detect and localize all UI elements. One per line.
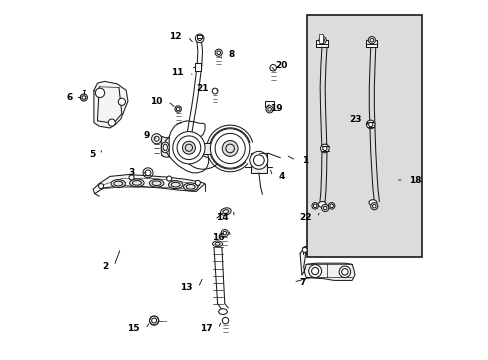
Polygon shape bbox=[93, 175, 204, 194]
Text: 2: 2 bbox=[102, 262, 108, 271]
Ellipse shape bbox=[111, 180, 125, 188]
Circle shape bbox=[212, 88, 218, 94]
Circle shape bbox=[222, 140, 238, 156]
Text: 6: 6 bbox=[66, 93, 72, 102]
Circle shape bbox=[166, 176, 171, 181]
Text: 16: 16 bbox=[212, 233, 224, 242]
Text: 21: 21 bbox=[196, 84, 208, 93]
Bar bbox=[195, 63, 201, 71]
Bar bbox=[197, 35, 202, 39]
Circle shape bbox=[172, 132, 204, 164]
Text: 19: 19 bbox=[270, 104, 283, 113]
Circle shape bbox=[215, 49, 222, 56]
Text: 17: 17 bbox=[199, 324, 212, 333]
Circle shape bbox=[195, 180, 200, 185]
Text: 12: 12 bbox=[169, 32, 182, 41]
Text: 4: 4 bbox=[278, 172, 285, 181]
Bar bbox=[365, 40, 376, 47]
Circle shape bbox=[308, 265, 321, 278]
Circle shape bbox=[129, 175, 134, 180]
Text: 20: 20 bbox=[275, 61, 287, 70]
Text: 9: 9 bbox=[143, 131, 149, 140]
Text: 14: 14 bbox=[215, 213, 228, 222]
Circle shape bbox=[221, 229, 228, 237]
Circle shape bbox=[175, 106, 181, 112]
Circle shape bbox=[249, 151, 267, 169]
Circle shape bbox=[151, 134, 162, 144]
Ellipse shape bbox=[183, 183, 198, 191]
Circle shape bbox=[142, 168, 153, 178]
Text: 3: 3 bbox=[129, 168, 135, 177]
Circle shape bbox=[302, 247, 306, 252]
Circle shape bbox=[339, 266, 350, 278]
Text: 10: 10 bbox=[149, 96, 162, 105]
Text: 13: 13 bbox=[180, 283, 192, 292]
Circle shape bbox=[321, 204, 328, 212]
Ellipse shape bbox=[161, 142, 169, 153]
Text: 15: 15 bbox=[127, 324, 139, 333]
Circle shape bbox=[320, 144, 328, 153]
Circle shape bbox=[99, 184, 103, 189]
Text: 1: 1 bbox=[301, 156, 307, 165]
Circle shape bbox=[328, 203, 334, 209]
Circle shape bbox=[222, 318, 228, 324]
Polygon shape bbox=[300, 249, 354, 280]
Text: 7: 7 bbox=[298, 278, 305, 287]
Polygon shape bbox=[94, 81, 128, 128]
Bar bbox=[250, 153, 266, 173]
Circle shape bbox=[265, 106, 273, 113]
Circle shape bbox=[95, 88, 104, 98]
Polygon shape bbox=[161, 136, 169, 157]
Circle shape bbox=[80, 94, 87, 101]
Text: 8: 8 bbox=[228, 50, 234, 59]
Ellipse shape bbox=[212, 241, 222, 247]
Circle shape bbox=[118, 98, 125, 105]
Bar bbox=[316, 40, 327, 47]
Ellipse shape bbox=[129, 179, 144, 187]
Text: 18: 18 bbox=[408, 176, 421, 185]
Ellipse shape bbox=[168, 181, 183, 189]
Circle shape bbox=[195, 34, 203, 42]
Bar bbox=[319, 34, 322, 43]
Circle shape bbox=[367, 37, 375, 44]
Text: 23: 23 bbox=[349, 114, 362, 123]
Bar bbox=[306, 15, 421, 257]
Text: 11: 11 bbox=[171, 68, 183, 77]
Ellipse shape bbox=[218, 309, 227, 315]
Text: 5: 5 bbox=[89, 150, 96, 159]
Circle shape bbox=[149, 316, 159, 325]
Ellipse shape bbox=[220, 208, 231, 215]
Circle shape bbox=[269, 64, 276, 71]
Circle shape bbox=[210, 129, 249, 168]
Circle shape bbox=[108, 119, 115, 126]
Circle shape bbox=[182, 141, 195, 154]
Circle shape bbox=[370, 203, 377, 210]
Ellipse shape bbox=[368, 200, 376, 206]
Ellipse shape bbox=[149, 179, 163, 187]
Text: 22: 22 bbox=[299, 213, 311, 222]
Circle shape bbox=[319, 37, 325, 44]
Ellipse shape bbox=[318, 202, 325, 207]
Circle shape bbox=[311, 203, 318, 209]
Bar bbox=[192, 143, 226, 154]
Circle shape bbox=[366, 120, 374, 129]
